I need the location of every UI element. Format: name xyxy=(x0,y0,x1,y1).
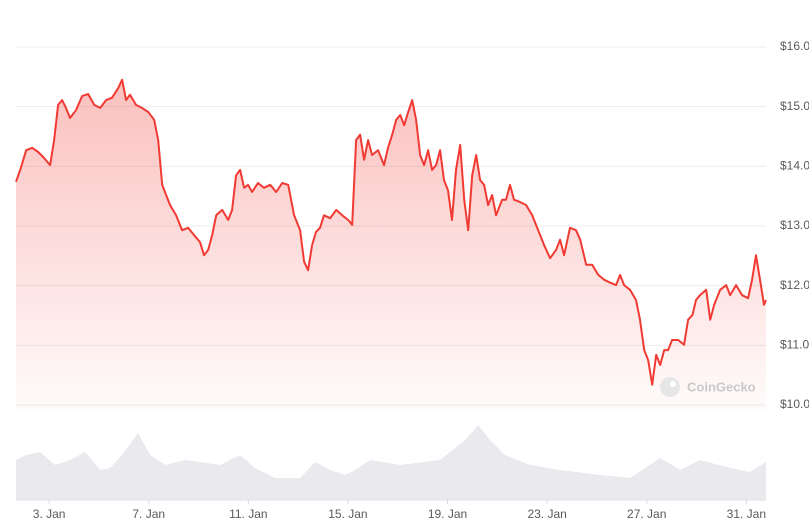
labels: $10.0 $11.0 $12.0 $13.0 $14.0 $15.0 $16.0 3. Ja… xyxy=(16,39,809,521)
y-tick-label: $16.0 xyxy=(780,39,809,53)
x-tick-label: 27. Jan xyxy=(627,507,666,521)
x-tick-label: 7. Jan xyxy=(132,507,165,521)
watermark: CoinGecko xyxy=(660,377,756,397)
y-tick-label: $14.0 xyxy=(780,159,809,173)
x-tick-label: 19. Jan xyxy=(428,507,467,521)
price-panel xyxy=(15,78,767,411)
x-tick-label: 11. Jan xyxy=(229,507,267,521)
x-tick-label: 3. Jan xyxy=(33,507,66,521)
y-tick-label: $15.0 xyxy=(780,99,809,113)
x-tick-label: 15. Jan xyxy=(328,507,367,521)
price-area xyxy=(16,79,766,411)
volume-area xyxy=(16,425,766,500)
y-tick-label: $13.0 xyxy=(780,218,809,232)
volume-panel xyxy=(16,425,766,500)
x-tick-label: 23. Jan xyxy=(527,507,566,521)
y-tick-label: $11.0 xyxy=(780,338,809,352)
y-tick-label: $10.0 xyxy=(780,397,809,411)
watermark-text: CoinGecko xyxy=(687,379,756,394)
x-tick-label: 31. Jan xyxy=(727,507,766,521)
y-tick-label: $12.0 xyxy=(780,278,809,292)
price-line xyxy=(15,78,767,386)
